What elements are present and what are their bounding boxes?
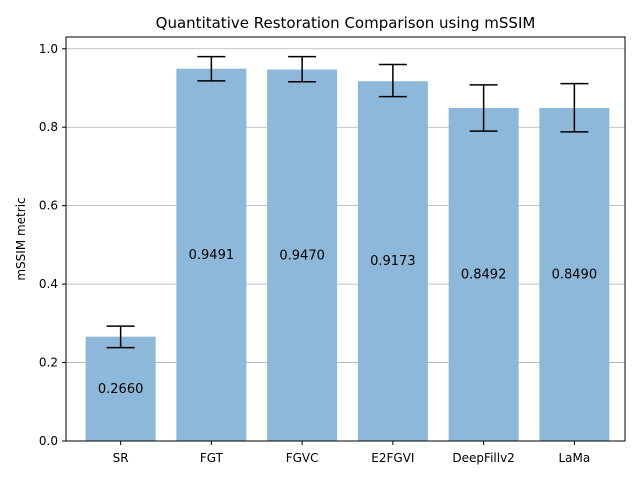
y-tick-label: 1.0 (39, 42, 58, 56)
bar (267, 69, 338, 442)
x-tick-label: FGVC (286, 451, 319, 465)
y-tick-label: 0.6 (39, 199, 58, 213)
data-label: 0.9173 (370, 254, 416, 269)
y-tick-label: 0.8 (39, 120, 58, 134)
bar (448, 107, 519, 442)
bar (176, 68, 247, 441)
x-axis: SR FGT FGVC E2FGVI DeepFillv2 LaMa (113, 441, 590, 465)
error-bars (106, 55, 589, 349)
y-tick-label: 0.0 (39, 434, 58, 448)
data-label: 0.8490 (552, 267, 598, 282)
bars (85, 68, 610, 442)
y-axis: 0.0 0.2 0.4 0.6 0.8 1.0 (39, 42, 66, 448)
data-label: 0.9470 (279, 248, 325, 263)
x-tick-label: DeepFillv2 (452, 451, 514, 465)
x-tick-label: SR (113, 451, 129, 465)
plot-frame (65, 36, 626, 442)
y-tick-label: 0.4 (39, 277, 58, 291)
y-axis-label: mSSIM metric (14, 197, 28, 280)
y-tick-label: 0.2 (39, 356, 58, 370)
bar (357, 81, 428, 442)
bar (539, 107, 610, 441)
bar (85, 336, 156, 441)
x-tick-label: FGT (200, 451, 224, 465)
x-tick-label: E2FGVI (371, 451, 414, 465)
value-labels: 0.2660 0.9491 0.9470 0.9173 0.8492 0.8490 (98, 248, 597, 397)
data-label: 0.9491 (189, 248, 235, 263)
x-tick-label: LaMa (558, 451, 590, 465)
data-label: 0.2660 (98, 382, 144, 397)
data-label: 0.8492 (461, 267, 507, 282)
chart-title: Quantitative Restoration Comparison usin… (156, 14, 536, 32)
